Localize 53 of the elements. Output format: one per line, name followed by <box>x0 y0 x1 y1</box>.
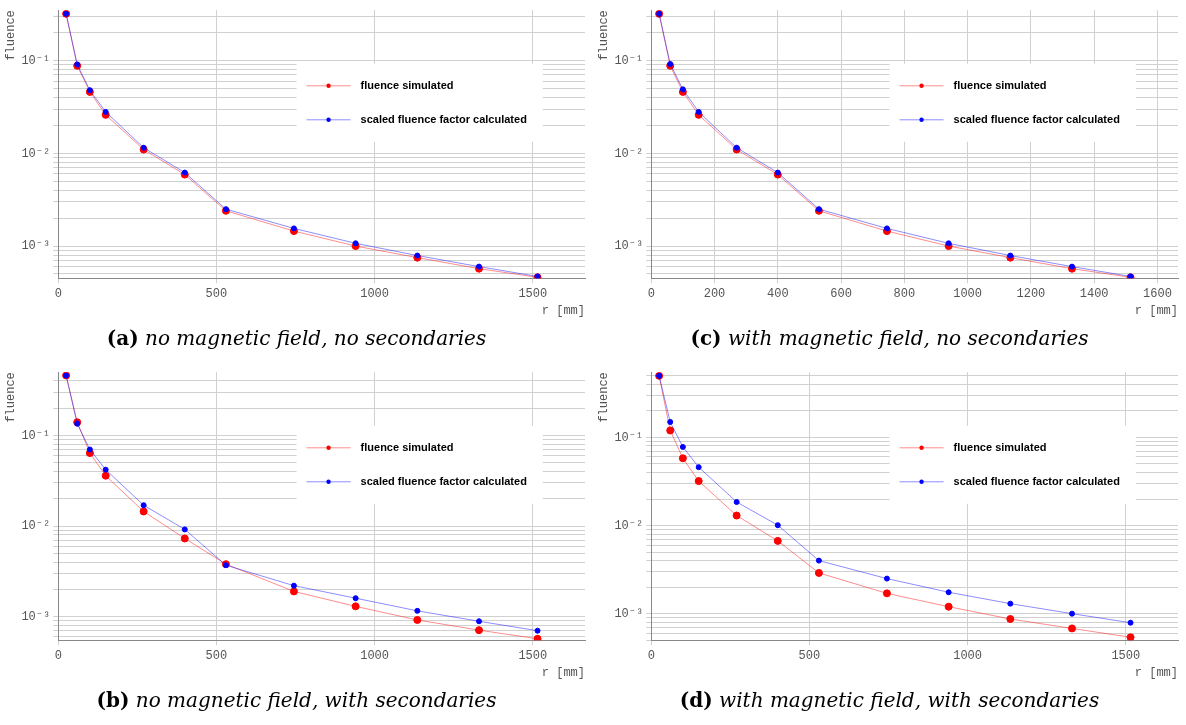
legend-label: scaled fluence factor calculated <box>360 112 527 125</box>
x-tick-label: 1500 <box>518 648 548 663</box>
x-axis-title: r [mm] <box>541 665 585 680</box>
legend-label: fluence simulated <box>953 440 1047 453</box>
y-tick-label: 10⁻¹ <box>21 428 51 443</box>
y-tick-label: 10⁻² <box>614 518 644 533</box>
y-tick-label: 10⁻¹ <box>614 430 644 445</box>
x-tick-label: 1000 <box>360 648 390 663</box>
x-tick-label: 0 <box>647 286 655 301</box>
y-axis-title: fluence <box>597 372 612 423</box>
x-tick-label: 500 <box>798 648 821 663</box>
legend-label: fluence simulated <box>360 78 454 91</box>
x-tick-label: 600 <box>830 286 852 301</box>
y-tick-label: 10⁻³ <box>21 609 51 624</box>
x-tick-label: 1200 <box>1016 286 1046 301</box>
y-tick-label: 10⁻³ <box>21 239 51 254</box>
y-tick-label: 10⁻¹ <box>21 53 51 68</box>
x-axis-title: r [mm] <box>1134 303 1178 318</box>
y-tick-label: 10⁻³ <box>614 606 644 621</box>
y-axis-title: fluence <box>4 372 19 423</box>
x-tick-label: 1500 <box>518 286 548 301</box>
x-tick-label: 500 <box>205 648 228 663</box>
x-tick-label: 1500 <box>1111 648 1141 663</box>
text: (a) no magnetic field, no secondaries <box>106 326 487 350</box>
text: (d) with magnetic field, with secondaries <box>679 688 1100 712</box>
legend-label: scaled fluence factor calculated <box>360 474 527 487</box>
text: (b) no magnetic field, with secondaries <box>96 688 497 712</box>
x-tick-label: 1000 <box>953 648 983 663</box>
x-tick-label: 0 <box>54 286 62 301</box>
y-tick-label: 10⁻³ <box>614 239 644 254</box>
x-tick-label: 400 <box>766 286 789 301</box>
x-axis-title: r [mm] <box>541 303 585 318</box>
y-tick-label: 10⁻² <box>21 146 51 161</box>
x-tick-label: 0 <box>647 648 655 663</box>
y-tick-label: 10⁻¹ <box>614 53 644 68</box>
x-tick-label: 1000 <box>953 286 983 301</box>
y-axis-title: fluence <box>4 10 19 61</box>
x-tick-label: 800 <box>893 286 916 301</box>
x-tick-label: 1600 <box>1143 286 1172 301</box>
y-tick-label: 10⁻² <box>21 519 51 534</box>
x-tick-label: 1400 <box>1079 286 1109 301</box>
x-axis-title: r [mm] <box>1134 665 1178 680</box>
y-axis-title: fluence <box>597 10 612 61</box>
text: (c) with magnetic field, no secondaries <box>690 326 1089 350</box>
x-tick-label: 0 <box>54 648 62 663</box>
y-tick-label: 10⁻² <box>614 146 644 161</box>
legend-label: fluence simulated <box>953 78 1047 91</box>
legend-label: scaled fluence factor calculated <box>953 474 1120 487</box>
x-tick-label: 200 <box>703 286 726 301</box>
x-tick-label: 1000 <box>360 286 390 301</box>
legend-label: fluence simulated <box>360 440 454 453</box>
legend-label: scaled fluence factor calculated <box>953 112 1120 125</box>
x-tick-label: 500 <box>205 286 228 301</box>
